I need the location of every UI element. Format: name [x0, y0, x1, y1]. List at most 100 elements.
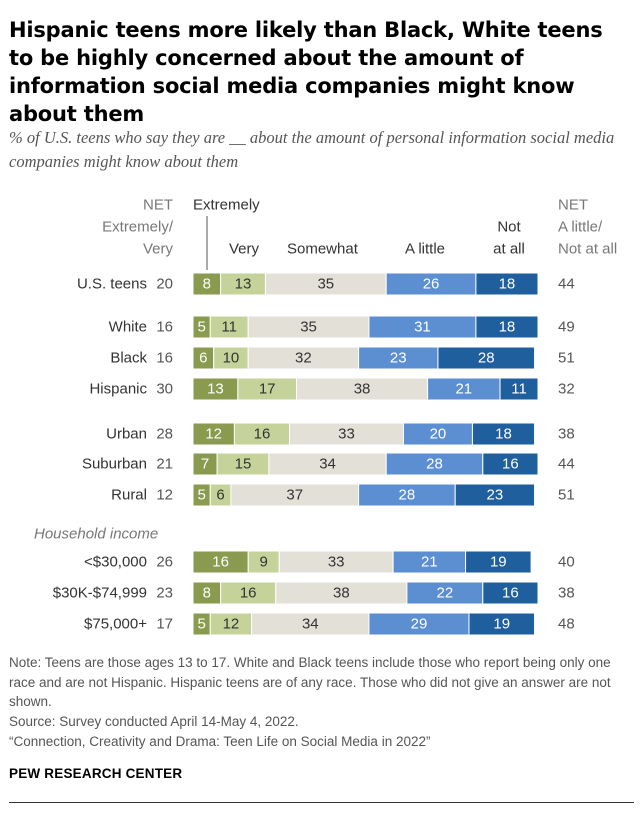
bar-data-label: 5: [197, 319, 205, 336]
header-net-right: A little/: [558, 219, 603, 236]
bar-data-label: 34: [302, 616, 319, 633]
bar-data-label: 8: [203, 276, 211, 293]
pew-logo: PEW RESEARCH CENTER: [9, 766, 183, 781]
net-right-value: 44: [558, 276, 575, 293]
net-left-value: 30: [156, 381, 173, 398]
net-right-value: 49: [558, 319, 575, 336]
bar-data-label: 16: [240, 585, 257, 602]
chart-subtitle: % of U.S. teens who say they are __ abou…: [9, 128, 615, 171]
header-somewhat: Somewhat: [287, 241, 359, 258]
bar-data-label: 12: [205, 426, 222, 443]
net-right-value: 44: [558, 456, 575, 473]
bar-segment-not-at-all: [499, 377, 539, 401]
footer-report: “Connection, Creativity and Drama: Teen …: [9, 734, 431, 749]
header-extremely: Extremely: [193, 197, 260, 214]
net-right-value: 38: [558, 585, 575, 602]
bar-data-label: 13: [207, 381, 224, 398]
header-net-left: Extremely/: [102, 219, 174, 236]
bar-data-label: 34: [319, 456, 336, 473]
bar-data-label: 16: [502, 456, 519, 473]
bar-data-label: 20: [430, 426, 447, 443]
bar-segment-not-at-all: [437, 346, 536, 370]
row-label: $75,000+: [84, 616, 147, 633]
header-net-right: Not at all: [558, 241, 617, 258]
bar-segment-not-at-all: [471, 422, 536, 446]
header-not-at-all: at all: [493, 241, 525, 258]
bar-segment-not-at-all: [482, 452, 539, 476]
footer-note: Note: Teens are those ages 13 to 17. Whi…: [9, 655, 611, 709]
net-left-value: 28: [156, 426, 173, 443]
bar-data-label: 38: [333, 585, 350, 602]
bar-data-label: 13: [235, 276, 252, 293]
bar-data-label: 8: [203, 585, 211, 602]
bar-data-label: 9: [260, 554, 268, 571]
bar-data-label: 6: [199, 350, 207, 367]
bar-data-label: 17: [259, 381, 276, 398]
header-a-little: A little: [405, 241, 445, 258]
net-left-value: 16: [156, 350, 173, 367]
row-label: Hispanic: [89, 381, 147, 398]
bar-data-label: 37: [286, 487, 303, 504]
bar-segment-not-at-all: [454, 483, 536, 507]
bar-data-label: 7: [201, 456, 209, 473]
row-label: White: [109, 319, 147, 336]
bar-data-label: 29: [411, 616, 428, 633]
net-left-value: 12: [156, 487, 173, 504]
net-right-value: 51: [558, 350, 575, 367]
net-right-value: 48: [558, 616, 575, 633]
bar-data-label: 28: [478, 350, 495, 367]
bar-data-label: 33: [338, 426, 355, 443]
bar-data-label: 5: [197, 487, 205, 504]
row-label: Suburban: [82, 456, 147, 473]
bar-data-label: 18: [499, 276, 516, 293]
bar-data-label: 23: [390, 350, 407, 367]
header-net-left: NET: [143, 197, 173, 214]
row-label: <$30,000: [84, 554, 147, 571]
bar-data-label: 26: [423, 276, 440, 293]
bar-data-label: 31: [414, 319, 431, 336]
bar-data-label: 18: [495, 426, 512, 443]
net-left-value: 23: [156, 585, 173, 602]
bar-data-label: 16: [254, 426, 271, 443]
net-right-value: 32: [558, 381, 575, 398]
net-left-value: 16: [156, 319, 173, 336]
bar-data-label: 5: [197, 616, 205, 633]
header-not-at-all: Not: [497, 219, 521, 236]
net-right-value: 38: [558, 426, 575, 443]
bar-data-label: 33: [328, 554, 345, 571]
row-label: Rural: [111, 487, 147, 504]
footer-source: Source: Survey conducted April 14-May 4,…: [9, 714, 299, 729]
bar-data-label: 22: [437, 585, 454, 602]
net-left-value: 17: [156, 616, 173, 633]
row-label: Urban: [106, 426, 147, 443]
bar-data-label: 11: [221, 319, 237, 336]
chart-title: Hispanic teens more likely than Black, W…: [9, 18, 603, 126]
bar-data-label: 32: [295, 350, 312, 367]
bar-data-label: 21: [421, 554, 438, 571]
net-left-value: 20: [156, 276, 173, 293]
bar-data-label: 19: [493, 616, 510, 633]
bar-data-label: 6: [216, 487, 224, 504]
header-net-left: Very: [143, 241, 174, 258]
bar-segment-not-at-all: [475, 315, 539, 339]
bar-data-label: 19: [490, 554, 507, 571]
bar-data-label: 18: [499, 319, 516, 336]
net-right-value: 51: [558, 487, 575, 504]
net-left-value: 21: [156, 456, 173, 473]
bar-segment-not-at-all: [465, 550, 532, 574]
bar-segment-not-at-all: [482, 581, 539, 605]
net-left-value: 26: [156, 554, 173, 571]
bar-data-label: 35: [300, 319, 317, 336]
bar-segment-not-at-all: [468, 612, 536, 636]
row-label: Black: [110, 350, 147, 367]
bar-data-label: 23: [487, 487, 504, 504]
bar-data-label: 16: [212, 554, 229, 571]
net-right-value: 40: [558, 554, 575, 571]
row-label: U.S. teens: [77, 276, 147, 293]
bar-segment-not-at-all: [475, 272, 539, 296]
section-label-household-income: Household income: [34, 526, 158, 543]
bar-data-label: 28: [399, 487, 416, 504]
bar-data-label: 16: [502, 585, 519, 602]
bar-data-label: 21: [455, 381, 472, 398]
header-very: Very: [229, 241, 260, 258]
